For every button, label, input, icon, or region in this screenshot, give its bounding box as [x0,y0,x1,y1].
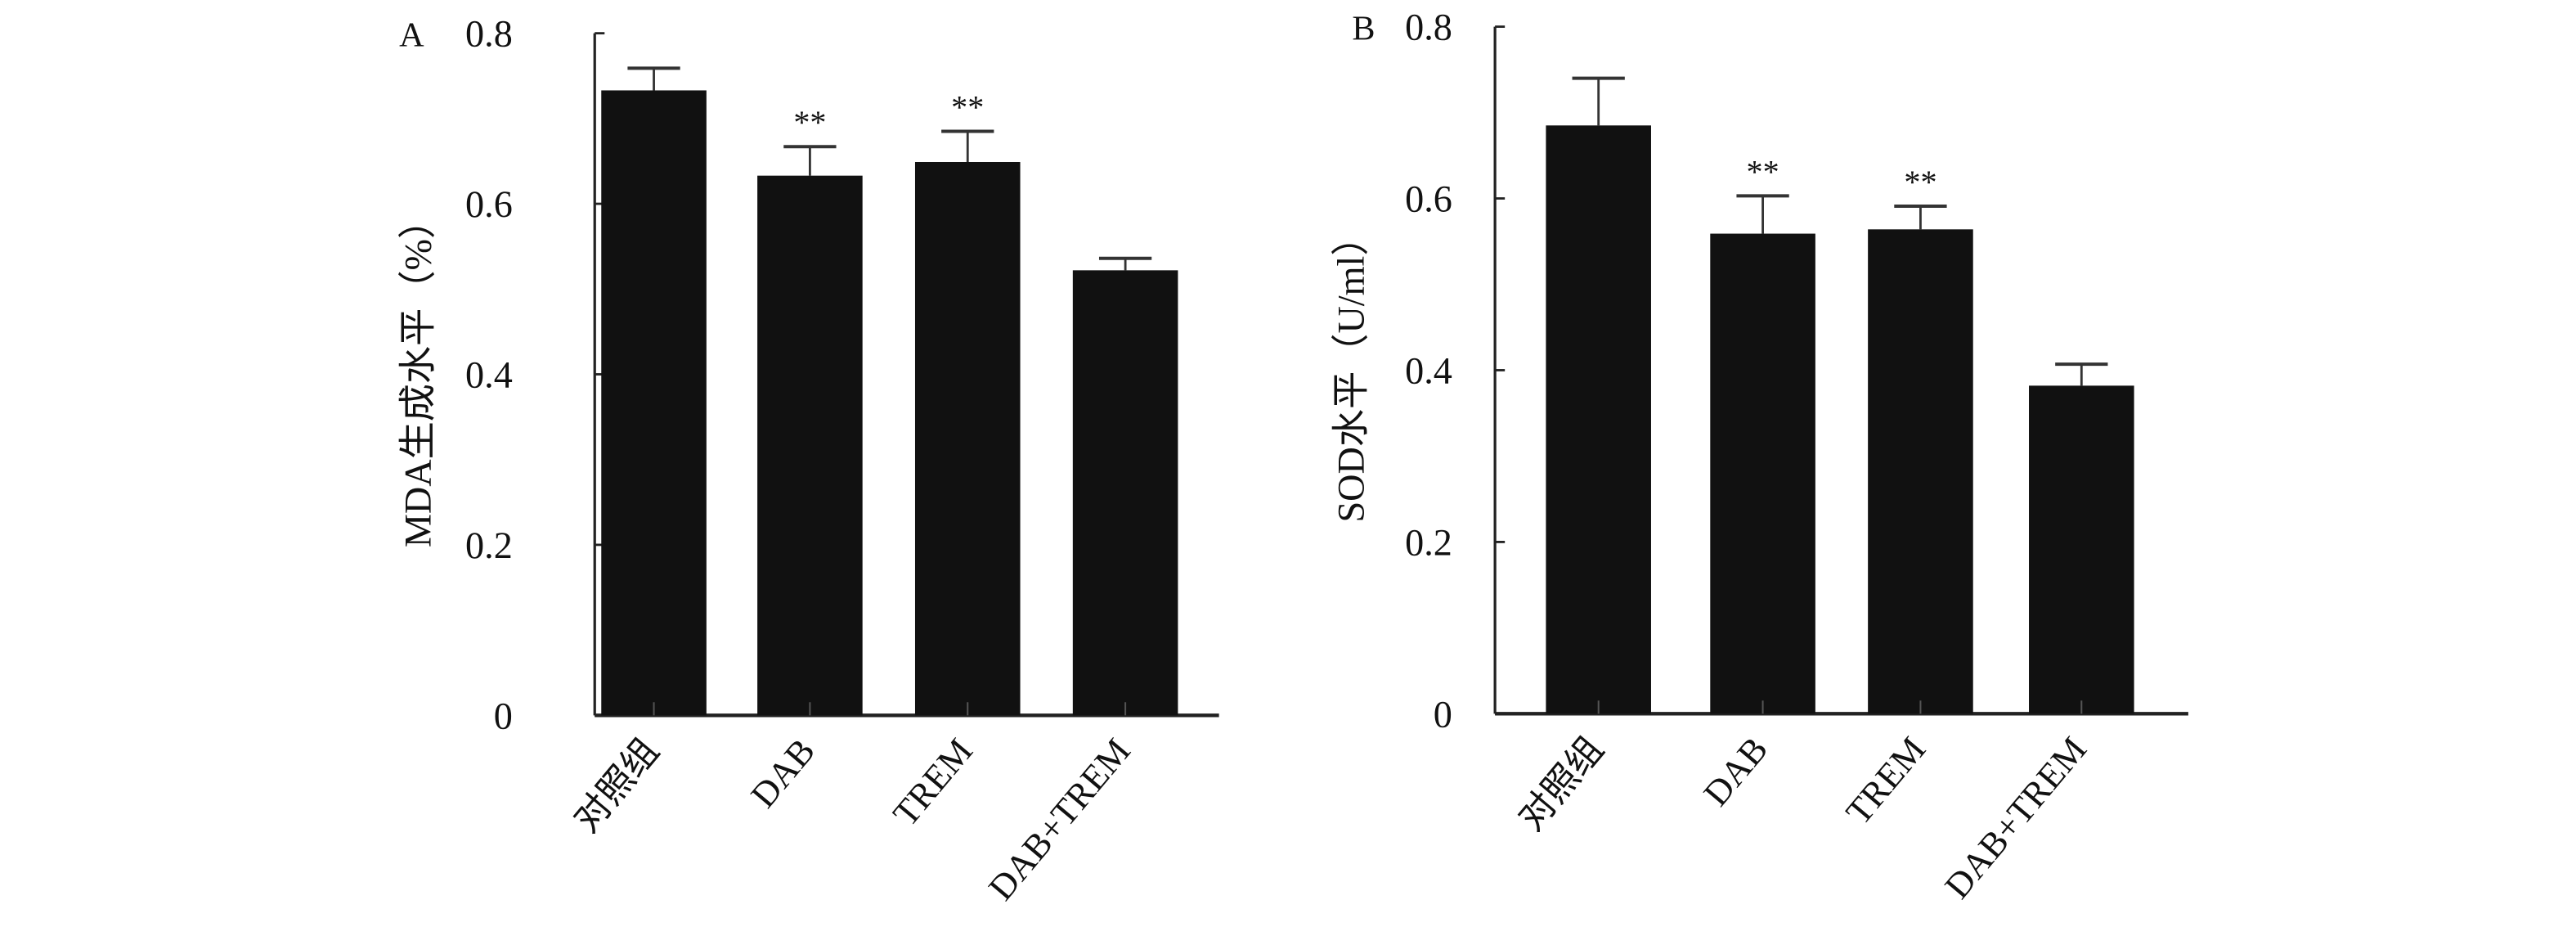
significance-marker: ** [951,88,984,125]
panel-b: B 0 0.2 0.4 0.6 0.8 SOD水平（U/ml） 对照组 ** DAB ** TREM D… [1330,7,2188,907]
y-tick-label: 0.8 [1405,7,1452,48]
x-tick-label: 对照组 [1511,729,1612,838]
y-tick-label: 0 [1434,693,1452,735]
bar [2029,385,2134,714]
y-tick-label: 0 [494,695,513,736]
y-axis-title: SOD水平（U/ml） [1330,218,1371,522]
x-tick-label: TREM [886,731,981,834]
x-tick-label: DAB [1696,729,1776,813]
significance-marker: ** [793,104,826,141]
significance-marker: ** [1747,153,1779,190]
panel-a: A 0 0.2 0.4 0.6 0.8 MDA生成水平（%） 对照组 ** DAB ** TREM DA… [397,13,1219,908]
x-tick-label: DAB+TREM [981,731,1138,907]
bar [1546,125,1651,714]
significance-marker: ** [1904,164,1936,200]
bar [1072,270,1178,716]
bar [914,162,1021,716]
y-tick-label: 0.6 [465,183,513,225]
bar [757,175,863,716]
y-tick-label: 0.8 [465,13,513,55]
bar [601,90,707,716]
panel-label: A [399,16,424,55]
y-tick-label: 0.4 [465,354,513,396]
y-tick-label: 0.2 [1405,521,1452,563]
x-tick-label: DAB [743,731,824,815]
y-tick-label: 0.6 [1405,178,1452,220]
y-tick-label: 0.2 [465,524,513,566]
x-tick-label: TREM [1838,729,1933,832]
y-tick-label: 0.4 [1405,350,1452,392]
bar [1868,229,1973,714]
panel-label: B [1352,10,1375,48]
x-tick-label: 对照组 [566,731,666,839]
x-tick-label: DAB+TREM [1937,729,2094,906]
bar [1710,233,1815,714]
y-axis-title: MDA生成水平（%） [397,201,438,547]
